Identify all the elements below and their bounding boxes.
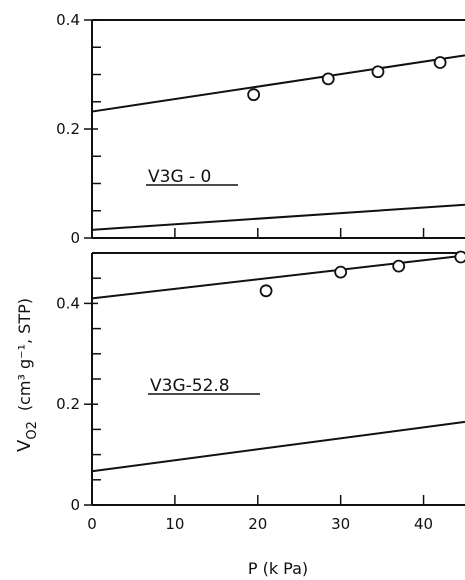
- y-axis-title: VO2 (cm³ g⁻¹, STP): [14, 298, 40, 452]
- bottom-panel-fit-line: [91, 254, 465, 300]
- bottom-panel-data-point: [454, 250, 465, 264]
- top-panel-data-point: [247, 88, 261, 102]
- top-panel-fit-line: [91, 54, 465, 113]
- top-panel-data-point: [321, 72, 335, 86]
- top-panel-y-tick-label: 0.4: [56, 11, 80, 29]
- bottom-panel: V3G-52.8 0 0.2 0.4 0 10 20 30 40: [56, 250, 465, 533]
- top-panel-annotation: V3G - 0: [148, 167, 211, 187]
- top-panel-fit-line: [91, 203, 465, 231]
- top-panel-y-tick-label: 0.2: [56, 120, 80, 138]
- top-panel-data-point: [371, 65, 385, 79]
- bottom-panel-x-tick-label: 10: [165, 515, 184, 533]
- bottom-panel-data-point: [334, 265, 348, 279]
- y-axis-title-symbol: V: [14, 439, 35, 452]
- top-panel-data-point: [433, 56, 447, 69]
- top-panel-y-tick-label: 0: [70, 229, 80, 247]
- x-axis-title: P (k Pa): [248, 559, 308, 578]
- bottom-panel-fit-line: [91, 420, 465, 473]
- svg-text:VO2(cm³ g⁻¹, STP): VO2 (cm³ g⁻¹, STP): [14, 298, 40, 452]
- bottom-panel-x-tick-label: 0: [87, 515, 97, 533]
- bottom-panel-x-tick-label: 20: [248, 515, 267, 533]
- bottom-panel-annotation: V3G-52.8: [150, 376, 230, 396]
- bottom-panel-y-tick-label: 0.4: [56, 294, 80, 312]
- bottom-panel-data-point: [259, 284, 273, 298]
- y-axis-title-subscript: O2: [25, 421, 40, 440]
- bottom-panel-x-tick-label: 40: [414, 515, 433, 533]
- bottom-panel-x-tick-label: 30: [331, 515, 350, 533]
- bottom-panel-y-tick-label: 0.2: [56, 395, 80, 413]
- bottom-panel-y-tick-label: 0: [70, 496, 80, 514]
- top-panel: V3G - 0 0 0.2 0.4: [56, 11, 465, 247]
- y-axis-title-units: (cm³ g⁻¹, STP): [15, 298, 34, 411]
- bottom-panel-data-point: [392, 259, 406, 273]
